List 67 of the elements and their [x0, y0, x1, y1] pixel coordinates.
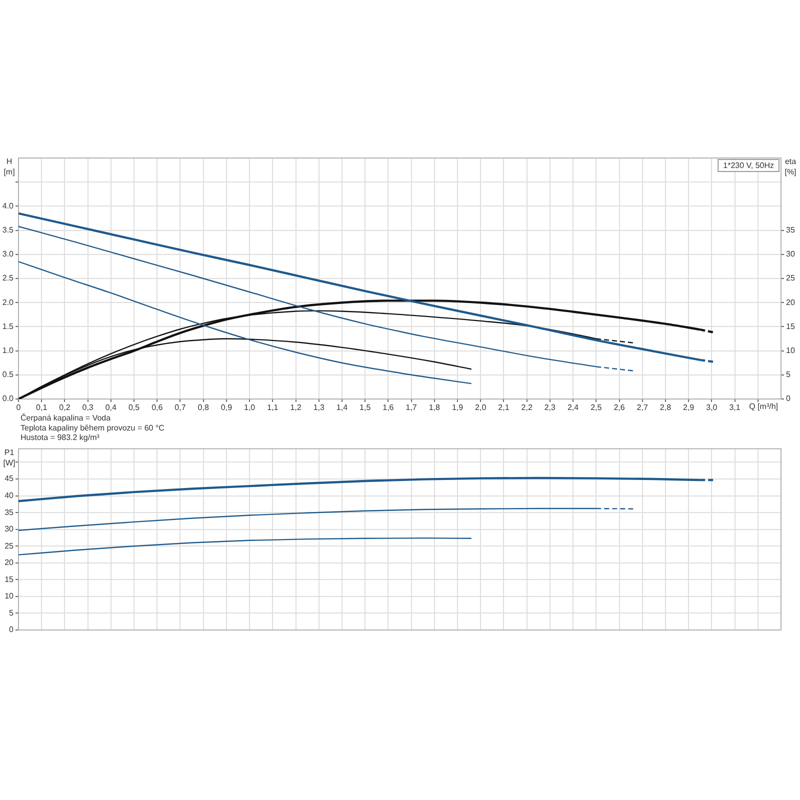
y-tick-label: 40 [4, 490, 14, 500]
y-tick-label: 5 [9, 608, 14, 618]
x-tick-label: 2,6 [614, 403, 626, 412]
x-tick-label: 0,2 [59, 403, 71, 412]
chart-subtitle: 1*230 V, 50Hz [723, 161, 774, 170]
y-axis-title: H [m] [4, 157, 15, 177]
x-axis-title: Q [m³/h] [749, 402, 778, 412]
x-tick-label: 1,5 [360, 403, 372, 412]
y2-tick-label: 0 [786, 394, 791, 404]
x-tick-label: 0,8 [198, 403, 210, 412]
y-tick-label: 45 [4, 474, 14, 484]
x-tick-label: 2,2 [521, 403, 533, 412]
x-tick-label: 0,4 [105, 403, 118, 412]
y-tick-label: 0 [9, 625, 14, 634]
x-tick-label: 2,4 [567, 403, 580, 412]
x-tick-label: 1,0 [244, 403, 256, 412]
x-tick-label: 1,9 [452, 403, 464, 412]
x-tick-label: 2,0 [475, 403, 487, 412]
x-tick-label: 0,9 [220, 403, 233, 412]
x-tick-label: 2,7 [636, 403, 648, 412]
y-tick-label: 3.5 [2, 226, 14, 235]
y-tick-label: 3.0 [2, 250, 14, 259]
y-tick-label: 0.5 [2, 370, 14, 380]
y-tick-label: 1.5 [2, 322, 14, 331]
y2-tick-label: 5 [786, 370, 791, 380]
x-tick-label: 1,3 [313, 403, 325, 412]
y-tick-label: 0.0 [2, 394, 14, 404]
text: Hustota = 983.2 kg/m³ [20, 432, 100, 442]
y2-tick-label: 25 [786, 274, 796, 283]
y-tick-label: 2.5 [2, 274, 14, 283]
y-tick-label: 35 [4, 508, 14, 517]
x-tick-label: 1,6 [382, 403, 394, 412]
x-tick-label: 0,5 [128, 403, 140, 412]
x-tick-label: 2,1 [498, 403, 510, 412]
x-tick-label: 0 [16, 403, 22, 412]
y-tick-label: 1.0 [2, 346, 14, 356]
x-tick-label: 2,5 [590, 403, 602, 412]
x-tick-label: 0,1 [36, 403, 48, 412]
x-tick-label: 3,0 [706, 403, 718, 412]
x-tick-label: 1,1 [267, 403, 279, 412]
y2-tick-label: 35 [786, 226, 796, 235]
y-axis-title: P1 [W] [3, 448, 16, 468]
x-tick-label: 3,1 [729, 403, 741, 412]
x-tick-label: 2,8 [660, 403, 672, 412]
y2-tick-label: 30 [786, 250, 796, 259]
text: Teplota kapaliny během provozu = 60 °C [20, 423, 165, 432]
x-tick-label: 1,2 [290, 403, 302, 412]
x-tick-label: 1,4 [336, 403, 348, 412]
x-tick-label: 2,9 [683, 403, 695, 412]
y-tick-label: 10 [4, 592, 14, 601]
x-tick-label: 1,7 [406, 403, 418, 412]
x-tick-label: 0,7 [174, 403, 186, 412]
y2-tick-label: 10 [786, 346, 796, 356]
x-tick-label: 0,6 [152, 403, 164, 412]
y-tick-label: 15 [4, 574, 14, 584]
x-tick-label: 2,3 [544, 403, 556, 412]
y-tick-label: 2.0 [2, 298, 14, 307]
y2-tick-label: 20 [786, 298, 796, 307]
y-tick-label: 25 [4, 541, 14, 550]
y2-axis-title: eta [%] [784, 157, 797, 177]
y-tick-label: 4.0 [2, 201, 14, 210]
y2-tick-label: 15 [786, 322, 796, 331]
text: Čerpaná kapalina = Voda [20, 414, 112, 423]
y-tick-label: 20 [4, 558, 14, 568]
y-tick-label: 30 [4, 524, 14, 534]
x-tick-label: 0,3 [82, 403, 94, 412]
x-tick-label: 1,8 [428, 403, 441, 412]
